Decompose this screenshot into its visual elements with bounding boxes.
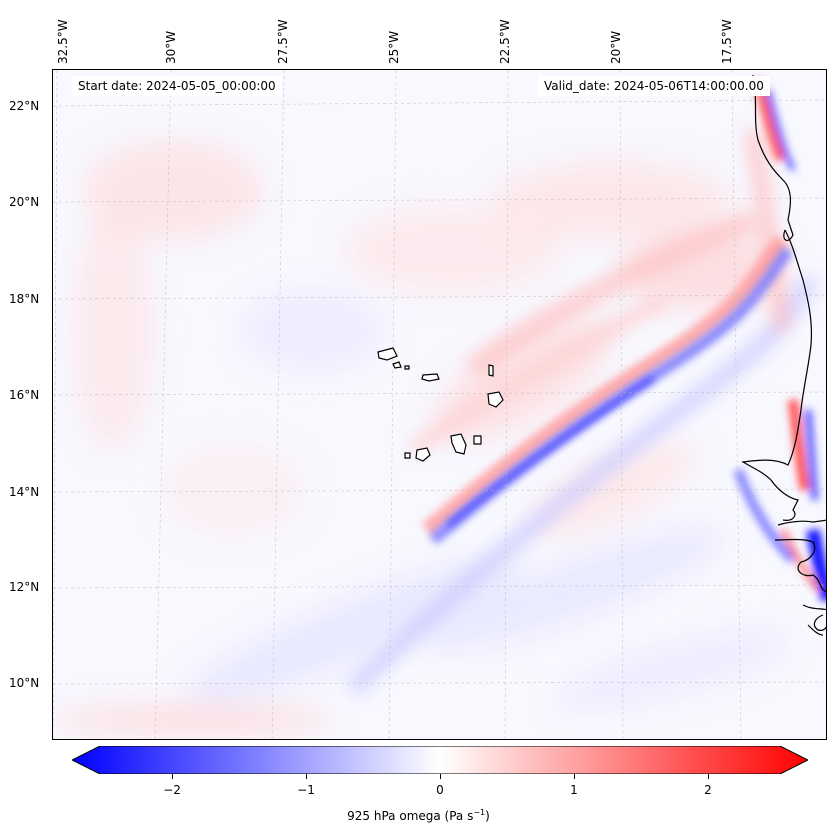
island-fogo: [415, 447, 431, 462]
lat-label-16n: 16°N: [9, 388, 40, 402]
map-panel[interactable]: [52, 69, 827, 740]
omega-field-map: [53, 70, 826, 739]
lon-label-27-5w: 27.5°W: [276, 19, 290, 64]
graticule: [53, 70, 826, 739]
colorbar-tick-minus-2: −2: [163, 783, 181, 797]
lon-label-22-5w: 22.5°W: [498, 19, 512, 64]
colorbar-label-close: ): [485, 809, 490, 823]
colorbar-tick-mark: [440, 774, 441, 779]
lon-label-30w: 30°W: [164, 30, 178, 64]
lat-label-14n: 14°N: [9, 485, 40, 499]
colorbar-label: 925 hPa omega (Pa s−1): [0, 808, 837, 823]
lat-label-18n: 18°N: [9, 292, 40, 306]
lon-label-32-5w: 32.5°W: [56, 19, 70, 64]
start-date-label: Start date: 2024-05-05_00:00:00: [72, 76, 282, 96]
colorbar-tick-2: 2: [704, 783, 712, 797]
colorbar-label-exponent: −1: [473, 808, 486, 817]
lat-label-20n: 20°N: [9, 195, 40, 209]
island-boa-vista: [487, 391, 504, 408]
colorbar-tick-mark: [172, 774, 173, 779]
valid-date-label: Valid_date: 2024-05-06T14:00:00.00: [538, 76, 770, 96]
lon-label-20w: 20°W: [609, 30, 623, 64]
island-santiago: [450, 433, 467, 455]
island-santo-antao: [377, 347, 398, 361]
lon-label-25w: 25°W: [387, 30, 401, 64]
colorbar-tick-minus-1: −1: [297, 783, 315, 797]
island-maio: [473, 435, 482, 445]
island-santa-luzia: [404, 365, 410, 370]
cabo-verde-islands: [377, 347, 504, 462]
island-sal: [488, 364, 494, 377]
parallel-bands: [346, 128, 820, 697]
lat-label-22n: 22°N: [9, 99, 40, 113]
island-brava: [404, 452, 411, 459]
colorbar-tick-mark: [574, 774, 575, 779]
island-sao-nicolau: [421, 373, 440, 382]
lat-label-12n: 12°N: [9, 580, 40, 594]
lon-label-17-5w: 17.5°W: [720, 19, 734, 64]
colorbar-tick-0: 0: [436, 783, 444, 797]
coastline: [741, 74, 826, 636]
lat-label-10n: 10°N: [9, 676, 40, 690]
colorbar-gradient: [70, 745, 810, 775]
colorbar-tick-1: 1: [570, 783, 578, 797]
colorbar-tick-mark: [708, 774, 709, 779]
island-sao-vicente: [392, 361, 402, 369]
coastal-signals: [733, 78, 826, 602]
colorbar-tick-mark: [306, 774, 307, 779]
frontal-band: [421, 235, 793, 545]
colorbar-label-text: 925 hPa omega (Pa s: [347, 809, 474, 823]
